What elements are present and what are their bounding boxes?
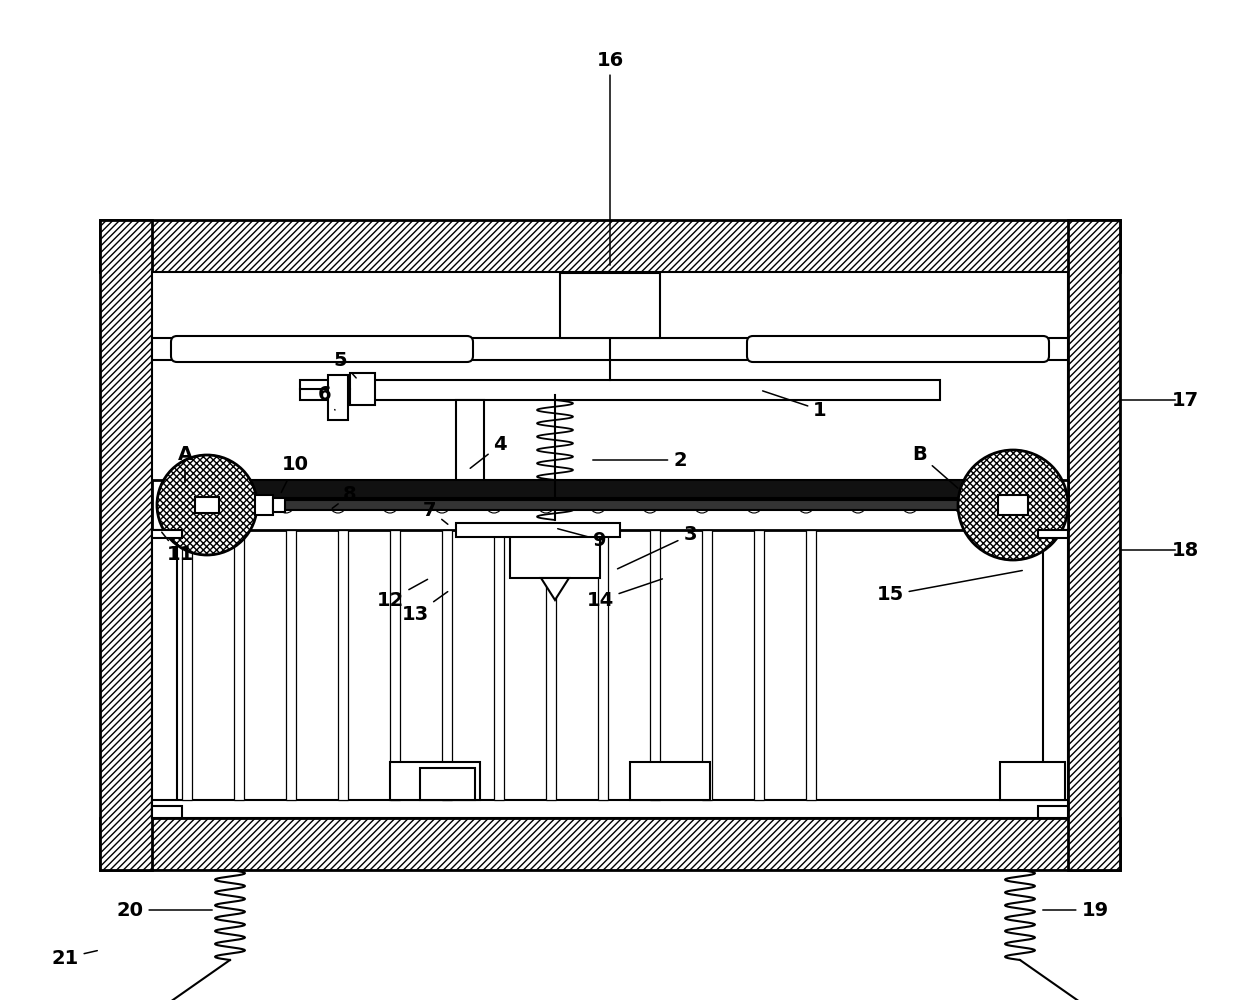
- Bar: [100, 220, 1120, 272]
- Text: 8: 8: [332, 486, 357, 508]
- Bar: [510, 530, 600, 578]
- Bar: [1068, 220, 1120, 870]
- Text: 6: 6: [319, 385, 335, 410]
- Text: 18: 18: [1172, 540, 1199, 560]
- Text: 3: 3: [618, 526, 697, 569]
- FancyBboxPatch shape: [171, 336, 472, 362]
- Bar: [234, 530, 244, 800]
- Bar: [494, 530, 503, 800]
- Bar: [546, 530, 556, 800]
- Bar: [1038, 806, 1068, 818]
- Text: 5: 5: [334, 351, 356, 378]
- Bar: [650, 530, 660, 800]
- Bar: [207, 500, 1013, 510]
- Bar: [998, 495, 1028, 515]
- Text: 16: 16: [596, 50, 624, 265]
- Bar: [153, 800, 1068, 818]
- Bar: [255, 495, 273, 515]
- Bar: [286, 530, 296, 800]
- Circle shape: [157, 455, 257, 555]
- Bar: [702, 530, 712, 800]
- Text: 20: 20: [117, 900, 212, 920]
- Bar: [153, 530, 177, 818]
- Text: B: B: [913, 446, 959, 488]
- Text: 2: 2: [593, 450, 687, 470]
- Text: 13: 13: [402, 592, 448, 624]
- Text: 11: 11: [161, 532, 193, 564]
- Bar: [754, 530, 764, 800]
- Bar: [273, 498, 285, 512]
- Bar: [100, 818, 1120, 870]
- Bar: [153, 272, 1068, 818]
- Bar: [153, 272, 1068, 818]
- Circle shape: [959, 450, 1068, 560]
- Bar: [806, 530, 816, 800]
- Bar: [420, 768, 475, 800]
- Bar: [456, 523, 620, 537]
- Text: 21: 21: [51, 948, 97, 968]
- Bar: [630, 762, 711, 800]
- FancyBboxPatch shape: [746, 336, 1049, 362]
- Bar: [456, 400, 484, 530]
- Text: 4: 4: [470, 436, 507, 468]
- Bar: [598, 530, 608, 800]
- Bar: [300, 380, 940, 400]
- Text: 14: 14: [587, 579, 662, 609]
- Bar: [195, 497, 219, 513]
- Bar: [153, 806, 182, 818]
- Text: 10: 10: [281, 456, 309, 493]
- Bar: [999, 762, 1065, 800]
- Text: 15: 15: [877, 571, 1022, 604]
- Bar: [1043, 530, 1068, 818]
- Polygon shape: [541, 578, 569, 600]
- Bar: [391, 530, 401, 800]
- Bar: [153, 480, 1068, 530]
- Bar: [441, 530, 453, 800]
- Bar: [153, 530, 182, 538]
- Text: 17: 17: [1172, 390, 1199, 410]
- Text: 7: 7: [423, 500, 448, 524]
- Bar: [560, 273, 660, 338]
- Bar: [391, 762, 480, 800]
- Text: 12: 12: [377, 579, 428, 609]
- Text: 19: 19: [1043, 900, 1109, 920]
- Bar: [100, 220, 153, 870]
- Text: A: A: [177, 446, 192, 482]
- Bar: [329, 375, 348, 420]
- Text: 1: 1: [763, 391, 827, 420]
- Text: 9: 9: [558, 529, 606, 550]
- Bar: [339, 530, 348, 800]
- Bar: [350, 373, 374, 405]
- Bar: [153, 338, 1068, 360]
- Bar: [207, 480, 1013, 498]
- Bar: [1038, 530, 1068, 538]
- Bar: [182, 530, 192, 800]
